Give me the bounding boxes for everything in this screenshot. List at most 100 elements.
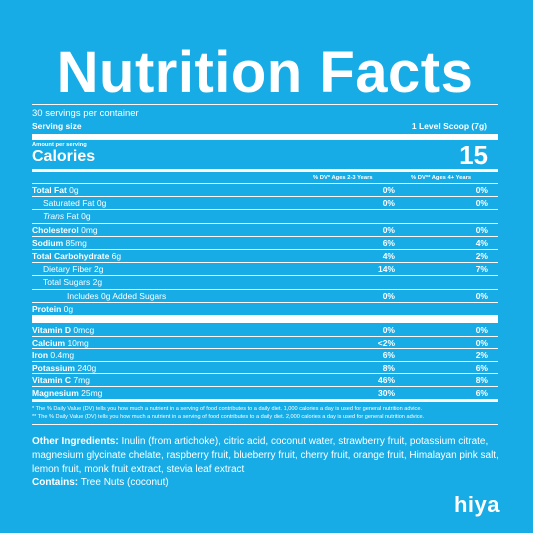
other-ingredients: Other Ingredients: Inulin (from artichok…: [32, 435, 512, 477]
dv-ages-2-3-value: 46%: [377, 375, 395, 386]
nutrient-label: Protein 0g: [32, 303, 73, 316]
dv-ages-4-plus-value: 0%: [475, 185, 488, 195]
dv-ages-2-3-value: <2%: [377, 337, 395, 348]
nutrient-row: Dietary Fiber 2g 14% 7%: [32, 263, 498, 276]
nutrient-row: Iron 0.4mg 6% 2%: [32, 349, 498, 362]
dv-header-ages-4-plus: % DV** Ages 4+ Years: [411, 175, 472, 181]
nutrient-label: Vitamin C 7mg: [32, 374, 90, 387]
nutrient-label: Includes 0g Added Sugars: [67, 290, 166, 303]
row-divider: [32, 222, 498, 224]
nutrient-amount: 6g: [109, 251, 122, 261]
dv-ages-4-plus-value: 6%: [475, 388, 488, 398]
vitamin-name: Iron: [32, 350, 49, 361]
dv-ages-4-plus-value: 8%: [475, 375, 488, 386]
contains-label: Contains:: [32, 477, 79, 488]
nutrient-row: Total Fat 0g 0% 0%: [32, 184, 498, 197]
contains-text: Tree Nuts (coconut): [80, 477, 169, 488]
dv-ages-2-3-value: 14%: [377, 264, 395, 275]
dv-ages-2-3-value: 0%: [382, 325, 395, 335]
nutrient-label: Potassium 240g: [32, 362, 96, 375]
nutrient-label: Total Carbohydrate 6g: [32, 250, 121, 263]
dv-ages-2-3-value: 6%: [382, 350, 395, 361]
row-divider: [32, 209, 498, 211]
vitamin-amount: 0.4mg: [48, 350, 75, 361]
dv-ages-4-plus-value: 0%: [475, 224, 488, 235]
row-divider: [32, 275, 498, 277]
thick-divider: [32, 134, 498, 140]
nutrient-name: Cholesterol: [32, 224, 79, 235]
nutrient-label: Vitamin D 0mcg: [32, 324, 94, 337]
nutrient-name: Total Sugars: [43, 277, 91, 288]
nutrient-row: Cholesterol 0mg 0% 0%: [32, 224, 498, 237]
other-ingredients-text: Inulin (from artichoke), citric acid, co…: [32, 436, 499, 475]
amount-per-serving: Amount per serving: [32, 142, 87, 148]
nutrient-name: Sodium: [32, 237, 64, 248]
serving-size-label: Serving size: [32, 121, 82, 131]
nutrient-amount: 85mg: [63, 237, 87, 248]
nutrient-label: Magnesium 25mg: [32, 387, 102, 400]
dv-ages-2-3-value: 8%: [382, 362, 395, 373]
nutrient-row: Vitamin D 0mcg 0% 0%: [32, 324, 498, 337]
nutrient-label: Total Sugars 2g: [43, 276, 102, 289]
row-divider: [32, 249, 498, 250]
dv-ages-4-plus-value: 6%: [475, 362, 488, 373]
other-ingredients-label: Other Ingredients:: [32, 436, 119, 447]
nutrient-row: Total Sugars 2g: [32, 276, 498, 289]
dv-ages-2-3-value: 0%: [382, 198, 395, 209]
dv-ages-4-plus-value: 0%: [475, 198, 488, 209]
nutrient-name: Dietary Fiber: [43, 264, 92, 275]
dv-ages-4-plus-value: 2%: [475, 350, 488, 361]
nutrient-name: Total Carbohydrate: [32, 251, 110, 261]
dv-ages-2-3-value: 4%: [382, 251, 395, 261]
dv-ages-4-plus-value: 0%: [475, 325, 488, 335]
nutrient-label: Dietary Fiber 2g: [43, 263, 103, 276]
row-divider: [32, 386, 498, 387]
medium-divider: [32, 399, 498, 402]
label-title: Nutrition Facts: [56, 40, 474, 105]
nutrient-name: Total Fat: [32, 185, 67, 195]
footnote-2: ** The % Daily Value (DV) tells you how …: [32, 414, 425, 420]
nutrient-amount: 0g: [94, 198, 107, 209]
row-divider: [32, 360, 498, 362]
vitamin-name: Vitamin D: [32, 325, 72, 335]
row-divider: [32, 348, 498, 350]
servings-per-container: 30 servings per container: [32, 108, 139, 119]
calories-value: 15: [459, 140, 488, 170]
divider: [32, 424, 498, 425]
nutrient-label: Trans Fat 0g: [43, 210, 91, 223]
nutrient-label: Saturated Fat 0g: [43, 197, 106, 210]
vitamin-amount: 0mcg: [71, 325, 95, 335]
row-divider: [32, 288, 498, 290]
nutrient-row: Includes 0g Added Sugars 0% 0%: [32, 290, 498, 303]
vitamin-amount: 10mg: [65, 337, 89, 348]
dv-ages-4-plus-value: 2%: [475, 251, 488, 261]
row-divider: [32, 196, 498, 198]
dv-ages-2-3-value: 0%: [382, 185, 395, 195]
nutrient-row: Vitamin C 7mg 46% 8%: [32, 374, 498, 387]
nutrient-row: Magnesium 25mg 30% 6%: [32, 387, 498, 400]
dv-ages-4-plus-value: 7%: [475, 264, 488, 275]
row-divider: [32, 335, 498, 337]
vitamin-name: Vitamin C: [32, 375, 72, 386]
nutrient-row: Saturated Fat 0g 0% 0%: [32, 197, 498, 210]
thick-divider: [32, 316, 498, 323]
footnote-1: * The % Daily Value (DV) tells you how m…: [32, 406, 423, 412]
divider: [32, 183, 498, 184]
nutrient-row: Trans Fat 0g: [32, 210, 498, 223]
hiya-logo: hiya: [453, 492, 500, 517]
nutrient-row: Potassium 240g 8% 6%: [32, 362, 498, 375]
nutrient-name: Includes 0g Added Sugars: [67, 290, 167, 301]
dv-ages-4-plus-value: 0%: [475, 290, 488, 301]
vitamin-name: Calcium: [32, 337, 66, 348]
dv-ages-2-3-value: 6%: [382, 237, 395, 248]
vitamin-amount: 25mg: [78, 388, 103, 398]
nutrient-row: Protein 0g: [32, 303, 498, 316]
calories-label: Calories: [32, 148, 96, 165]
vitamin-name: Magnesium: [32, 388, 79, 398]
contains: Contains: Tree Nuts (coconut): [32, 476, 512, 490]
row-divider: [32, 301, 498, 303]
row-divider: [32, 235, 498, 237]
dv-ages-2-3-value: 30%: [377, 388, 395, 398]
row-divider: [32, 262, 498, 264]
dv-ages-2-3-value: 0%: [382, 290, 395, 301]
